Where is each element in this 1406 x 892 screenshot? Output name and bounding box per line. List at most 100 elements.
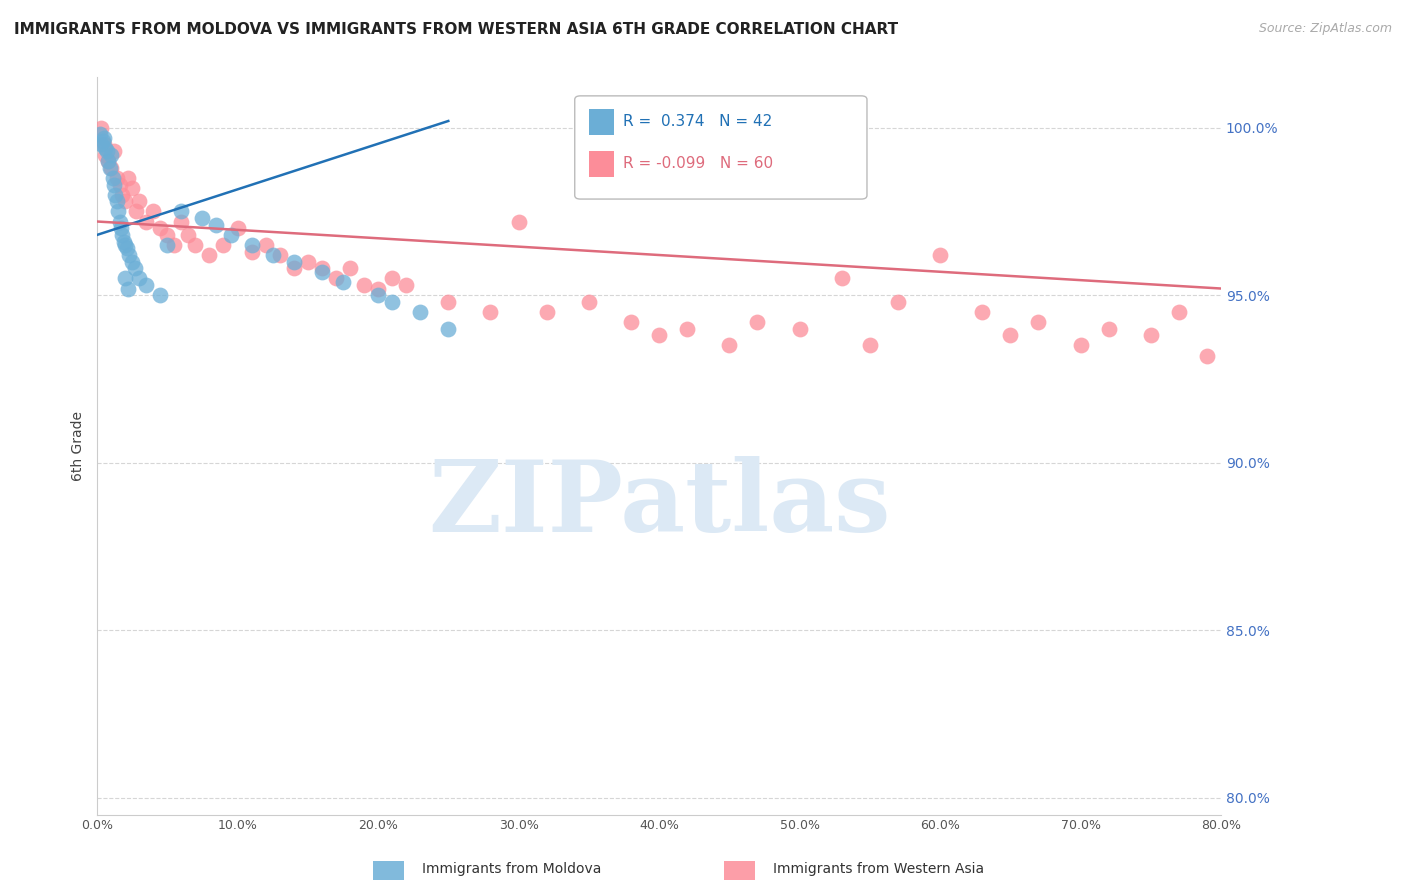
Point (111, 187, 134, 202)
Point (1070, 338, 1092, 352)
FancyBboxPatch shape (589, 151, 614, 177)
Point (135, 278, 157, 293)
Text: Immigrants from Western Asia: Immigrants from Western Asia (773, 862, 984, 876)
Point (135, 214, 157, 228)
Point (212, 238, 235, 252)
Point (128, 194, 150, 209)
Point (149, 221, 172, 235)
Point (381, 294, 404, 309)
Point (395, 278, 418, 293)
Point (105, 194, 128, 209)
Point (96, 144, 118, 158)
Point (121, 254, 143, 268)
Point (325, 271, 347, 285)
Point (226, 221, 249, 235)
Point (409, 305, 432, 319)
Point (98, 161, 121, 175)
Point (1098, 322, 1121, 336)
Point (1167, 305, 1189, 319)
Point (508, 214, 530, 228)
Point (437, 322, 460, 336)
Point (367, 281, 389, 295)
Point (283, 254, 305, 268)
Point (117, 170, 139, 185)
Point (156, 227, 179, 242)
Point (91, 134, 114, 148)
Point (269, 248, 291, 262)
Point (114, 238, 136, 252)
Point (94, 147, 117, 161)
Point (114, 271, 136, 285)
Point (339, 261, 361, 276)
Point (170, 204, 193, 219)
Point (648, 328, 671, 343)
Point (332, 275, 354, 289)
Point (124, 261, 146, 276)
Point (89, 128, 111, 142)
Point (929, 248, 952, 262)
FancyBboxPatch shape (575, 95, 868, 199)
Point (262, 248, 284, 262)
Point (887, 294, 910, 309)
Point (105, 170, 128, 185)
Point (479, 305, 502, 319)
Point (859, 338, 882, 352)
Point (114, 194, 136, 209)
Text: Source: ZipAtlas.com: Source: ZipAtlas.com (1258, 22, 1392, 36)
Point (108, 214, 131, 228)
FancyBboxPatch shape (589, 109, 614, 135)
Point (108, 178, 131, 192)
Point (536, 305, 558, 319)
Point (117, 281, 139, 295)
Point (111, 227, 134, 242)
Point (676, 322, 699, 336)
Point (90, 120, 112, 135)
Point (1000, 328, 1022, 343)
Point (1028, 315, 1050, 329)
Point (103, 144, 125, 158)
Point (104, 187, 127, 202)
Point (311, 265, 333, 279)
Y-axis label: 6th Grade: 6th Grade (72, 411, 86, 481)
Point (93, 130, 115, 145)
Point (100, 147, 122, 161)
Point (198, 248, 221, 262)
Point (240, 244, 263, 259)
Point (578, 294, 600, 309)
Point (177, 227, 200, 242)
Point (121, 181, 143, 195)
Point (789, 322, 811, 336)
Point (283, 261, 305, 276)
Point (205, 218, 228, 232)
Point (718, 338, 741, 352)
Point (191, 211, 214, 226)
Point (110, 221, 132, 235)
Point (219, 227, 242, 242)
Point (94, 141, 117, 155)
Point (97, 154, 120, 169)
Text: R =  0.374   N = 42: R = 0.374 N = 42 (623, 114, 772, 129)
Point (115, 241, 138, 255)
Point (381, 271, 404, 285)
Text: Immigrants from Moldova: Immigrants from Moldova (422, 862, 602, 876)
Point (831, 271, 853, 285)
Point (112, 235, 135, 249)
Point (103, 178, 125, 192)
Point (311, 261, 333, 276)
Point (118, 248, 141, 262)
Point (240, 238, 263, 252)
Point (297, 254, 319, 268)
Point (620, 315, 643, 329)
Point (972, 305, 994, 319)
Text: ZIPatlas: ZIPatlas (427, 457, 890, 553)
Point (90, 137, 112, 152)
Point (156, 238, 179, 252)
Point (107, 204, 129, 219)
Point (353, 278, 375, 293)
Point (1139, 328, 1161, 343)
Point (128, 271, 150, 285)
Point (1195, 349, 1218, 363)
Point (125, 204, 148, 219)
Point (142, 204, 165, 219)
Point (149, 288, 172, 302)
